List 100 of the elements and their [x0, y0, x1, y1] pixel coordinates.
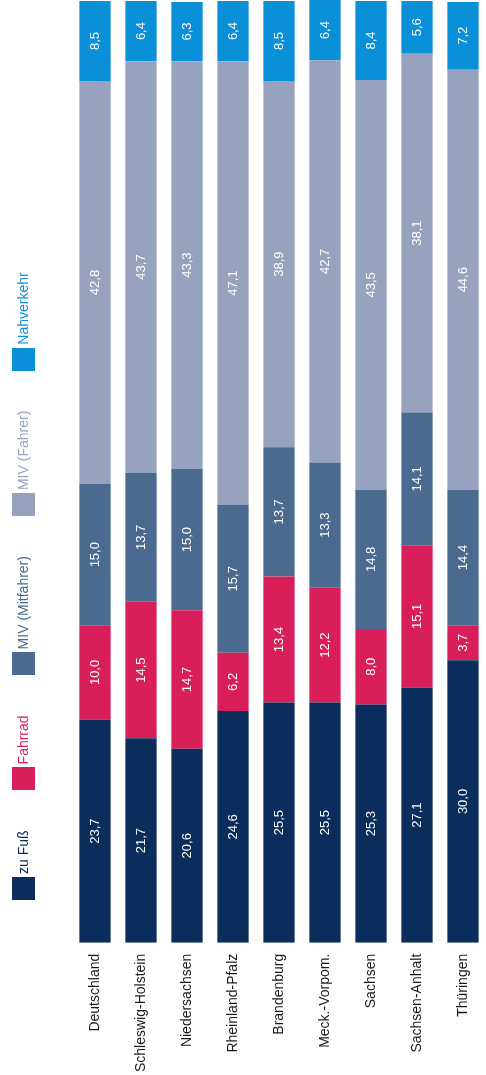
- bar: [309, 60, 341, 463]
- text: MIV (Fahrer): [15, 410, 31, 491]
- data-label: 5,6: [408, 18, 424, 37]
- x-tick-label: Meck.-Vorpom.: [315, 953, 332, 1048]
- bar: [263, 576, 295, 703]
- data-label: 20,6: [178, 833, 194, 859]
- bar: [171, 610, 203, 749]
- bar: [447, 69, 479, 490]
- data-label: 6,2: [224, 672, 240, 691]
- bar: [401, 53, 433, 413]
- data-label: 14,5: [132, 657, 148, 683]
- bar: [217, 0, 249, 62]
- bar: [447, 660, 479, 943]
- data-label: 30,0: [454, 788, 470, 815]
- data-label: 21,7: [132, 827, 148, 854]
- data-label: 12,2: [316, 632, 332, 658]
- bar: [309, 462, 341, 588]
- bar: [217, 61, 249, 505]
- data-label: 10,0: [86, 659, 102, 686]
- x-tick-label: Sachsen-Anhalt: [407, 953, 424, 1053]
- bar: [125, 61, 157, 473]
- bar: [171, 748, 203, 943]
- data-label: 42,7: [316, 248, 332, 274]
- data-label: 15,0: [86, 542, 102, 568]
- data-label: 8,0: [362, 657, 378, 676]
- bar: [125, 0, 157, 62]
- data-label: 25,5: [270, 810, 286, 836]
- x-tick-label: Brandenburg: [269, 953, 286, 1035]
- bar: [447, 1, 479, 70]
- bar: [447, 625, 479, 661]
- bar: [171, 469, 203, 611]
- bar: [217, 504, 249, 653]
- data-label: 3,7: [454, 633, 470, 652]
- bar: [309, 587, 341, 703]
- data-label: 13,4: [270, 626, 286, 653]
- data-label: 13,3: [316, 512, 332, 538]
- data-label: 24,6: [224, 814, 240, 840]
- bar: [217, 652, 249, 712]
- bar: [263, 80, 295, 448]
- text: Nahverkehr: [15, 272, 31, 345]
- bar: [263, 447, 295, 577]
- data-label: 8,4: [362, 31, 378, 50]
- x-tick-label: Deutschland: [85, 953, 102, 1032]
- bar: [355, 80, 387, 490]
- data-label: 25,5: [316, 810, 332, 836]
- bar: [263, 702, 295, 943]
- bar: [79, 625, 111, 720]
- bar: [401, 0, 433, 54]
- bar: [79, 484, 111, 626]
- bar: [263, 0, 295, 81]
- data-label: 14,1: [408, 466, 424, 492]
- bar: [309, 702, 341, 943]
- bar: [79, 719, 111, 943]
- bar: [125, 601, 157, 739]
- bar: [79, 0, 111, 81]
- data-label: 44,6: [454, 267, 470, 293]
- data-label: 43,5: [362, 272, 378, 298]
- data-label: 38,1: [408, 220, 424, 246]
- bar: [217, 711, 249, 943]
- data-label: 25,3: [362, 810, 378, 837]
- x-tick-label: Sachsen: [361, 953, 378, 1009]
- text: zu Fuß: [15, 830, 31, 874]
- bar: [355, 704, 387, 943]
- text: MIV (Mitfahrer): [15, 556, 31, 650]
- data-label: 23,7: [86, 818, 102, 844]
- x-tick-label: Thüringen: [453, 953, 470, 1017]
- data-label: 8,5: [270, 31, 286, 51]
- bar: [309, 0, 341, 61]
- data-label: 6,4: [224, 22, 240, 41]
- data-label: 13,7: [132, 524, 148, 550]
- data-label: 27,1: [408, 802, 424, 828]
- bar: [401, 545, 433, 688]
- data-label: 14,4: [454, 544, 470, 571]
- x-tick-label: Schleswig-Holstein: [131, 953, 148, 1073]
- data-label: 13,7: [270, 499, 286, 525]
- data-label: 15,7: [224, 566, 240, 592]
- bar: [171, 61, 203, 470]
- x-tick-label: Niedersachsen: [177, 953, 194, 1048]
- bar: [79, 80, 111, 485]
- text: Fahrrad: [15, 715, 31, 765]
- data-label: 6,4: [132, 22, 148, 41]
- bar: [355, 489, 387, 630]
- data-label: 43,3: [178, 252, 194, 278]
- data-label: 6,3: [178, 22, 194, 41]
- data-label: 43,7: [132, 254, 148, 280]
- bar: [171, 1, 203, 62]
- bar: [125, 738, 157, 943]
- bar: [447, 489, 479, 626]
- bar: [401, 412, 433, 546]
- bar: [401, 687, 433, 943]
- data-label: 15,1: [408, 603, 424, 630]
- bar: [355, 629, 387, 705]
- data-label: 15,0: [178, 526, 194, 553]
- data-label: 14,8: [362, 546, 378, 573]
- data-label: 38,9: [270, 251, 286, 277]
- data-label: 14,7: [178, 666, 194, 693]
- data-label: 42,8: [86, 269, 102, 296]
- bar: [125, 472, 157, 602]
- data-label: 8,5: [86, 31, 102, 51]
- data-label: 7,2: [454, 26, 470, 45]
